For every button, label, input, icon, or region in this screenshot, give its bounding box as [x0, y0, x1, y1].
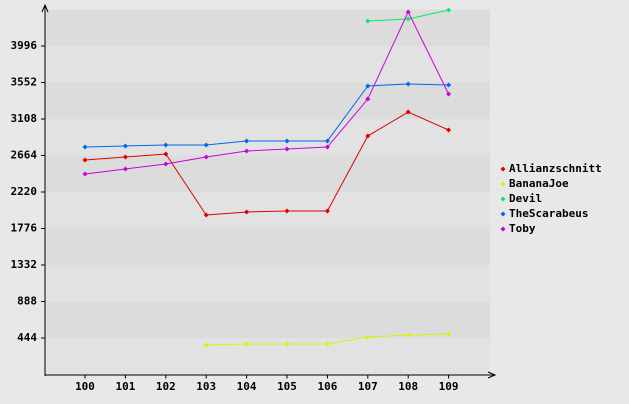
legend-marker [500, 211, 506, 217]
y-tick-label: 3996 [11, 39, 38, 52]
y-tick-label: 2220 [11, 185, 38, 198]
point [163, 151, 169, 157]
band [45, 301, 490, 338]
point [244, 138, 250, 144]
point [405, 109, 411, 115]
series-line [84, 111, 449, 216]
x-tick-label: 101 [115, 380, 135, 393]
x-tick-label: 108 [398, 380, 418, 393]
point [324, 138, 330, 144]
band [45, 155, 490, 192]
legend-marker [500, 166, 506, 172]
series-line [84, 83, 449, 148]
y-tick-label: 3552 [11, 76, 38, 89]
band [45, 192, 490, 229]
point [365, 133, 371, 139]
x-tick-label: 109 [439, 380, 459, 393]
band [45, 82, 490, 119]
band [45, 228, 490, 265]
band [45, 265, 490, 302]
x-tick-label: 105 [277, 380, 297, 393]
point [122, 166, 128, 172]
point [122, 143, 128, 149]
x-tick-label: 106 [317, 380, 337, 393]
point [122, 154, 128, 160]
x-tick-label: 104 [237, 380, 257, 393]
point [82, 144, 88, 150]
x-tick-label: 102 [156, 380, 176, 393]
point [365, 96, 371, 102]
point [203, 342, 209, 348]
x-tick-label: 100 [75, 380, 95, 393]
legend-label: Toby [509, 222, 536, 235]
point [203, 142, 209, 148]
band [45, 9, 490, 46]
point [284, 341, 290, 347]
legend-marker [500, 181, 506, 187]
point [244, 341, 250, 347]
legend-label: Devil [509, 192, 542, 205]
legend-label: Allianzschnitt [509, 162, 602, 175]
x-axis-arrow [487, 371, 497, 379]
point [284, 146, 290, 152]
point [82, 171, 88, 177]
point [284, 208, 290, 214]
y-axis-arrow [41, 3, 49, 13]
point [365, 83, 371, 89]
band [45, 46, 490, 83]
y-tick-label: 888 [17, 295, 37, 308]
point [324, 341, 330, 347]
point [446, 7, 452, 13]
legend-marker [500, 196, 506, 202]
point [324, 144, 330, 150]
x-tick-label: 103 [196, 380, 216, 393]
point [446, 331, 452, 337]
legend-marker [500, 226, 506, 232]
point [203, 154, 209, 160]
point [405, 332, 411, 338]
point [82, 157, 88, 163]
point [446, 127, 452, 133]
point [405, 9, 411, 15]
point [163, 161, 169, 167]
point [284, 138, 290, 144]
point [203, 212, 209, 218]
point [446, 91, 452, 97]
point [405, 81, 411, 87]
legend-label: BananaJoe [509, 177, 569, 190]
point [244, 148, 250, 154]
band [45, 119, 490, 156]
point [244, 209, 250, 215]
y-tick-label: 444 [17, 331, 37, 344]
series-line [84, 10, 450, 175]
y-tick-label: 1332 [11, 258, 38, 271]
x-tick-label: 107 [358, 380, 378, 393]
band [45, 338, 490, 375]
point [405, 16, 411, 22]
point [446, 82, 452, 88]
y-tick-label: 2664 [11, 149, 38, 162]
point [365, 18, 371, 24]
y-tick-label: 1776 [11, 222, 38, 235]
legend-label: TheScarabeus [509, 207, 588, 220]
point [324, 208, 330, 214]
point [365, 334, 371, 340]
bands [45, 9, 490, 375]
y-tick-label: 3108 [11, 112, 38, 125]
point [163, 142, 169, 148]
